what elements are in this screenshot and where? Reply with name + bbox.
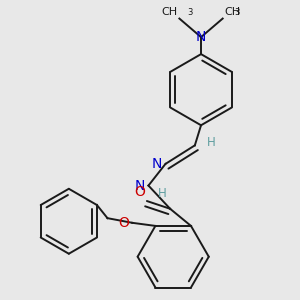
- Text: O: O: [118, 216, 129, 230]
- Text: H: H: [207, 136, 216, 149]
- Text: 3: 3: [234, 8, 239, 17]
- Text: N: N: [196, 30, 206, 44]
- Text: CH: CH: [162, 7, 178, 17]
- Text: CH: CH: [224, 7, 240, 17]
- Text: O: O: [134, 185, 146, 200]
- Text: 3: 3: [187, 8, 193, 17]
- Text: N: N: [152, 157, 162, 171]
- Text: H: H: [158, 187, 167, 200]
- Text: N: N: [134, 178, 145, 193]
